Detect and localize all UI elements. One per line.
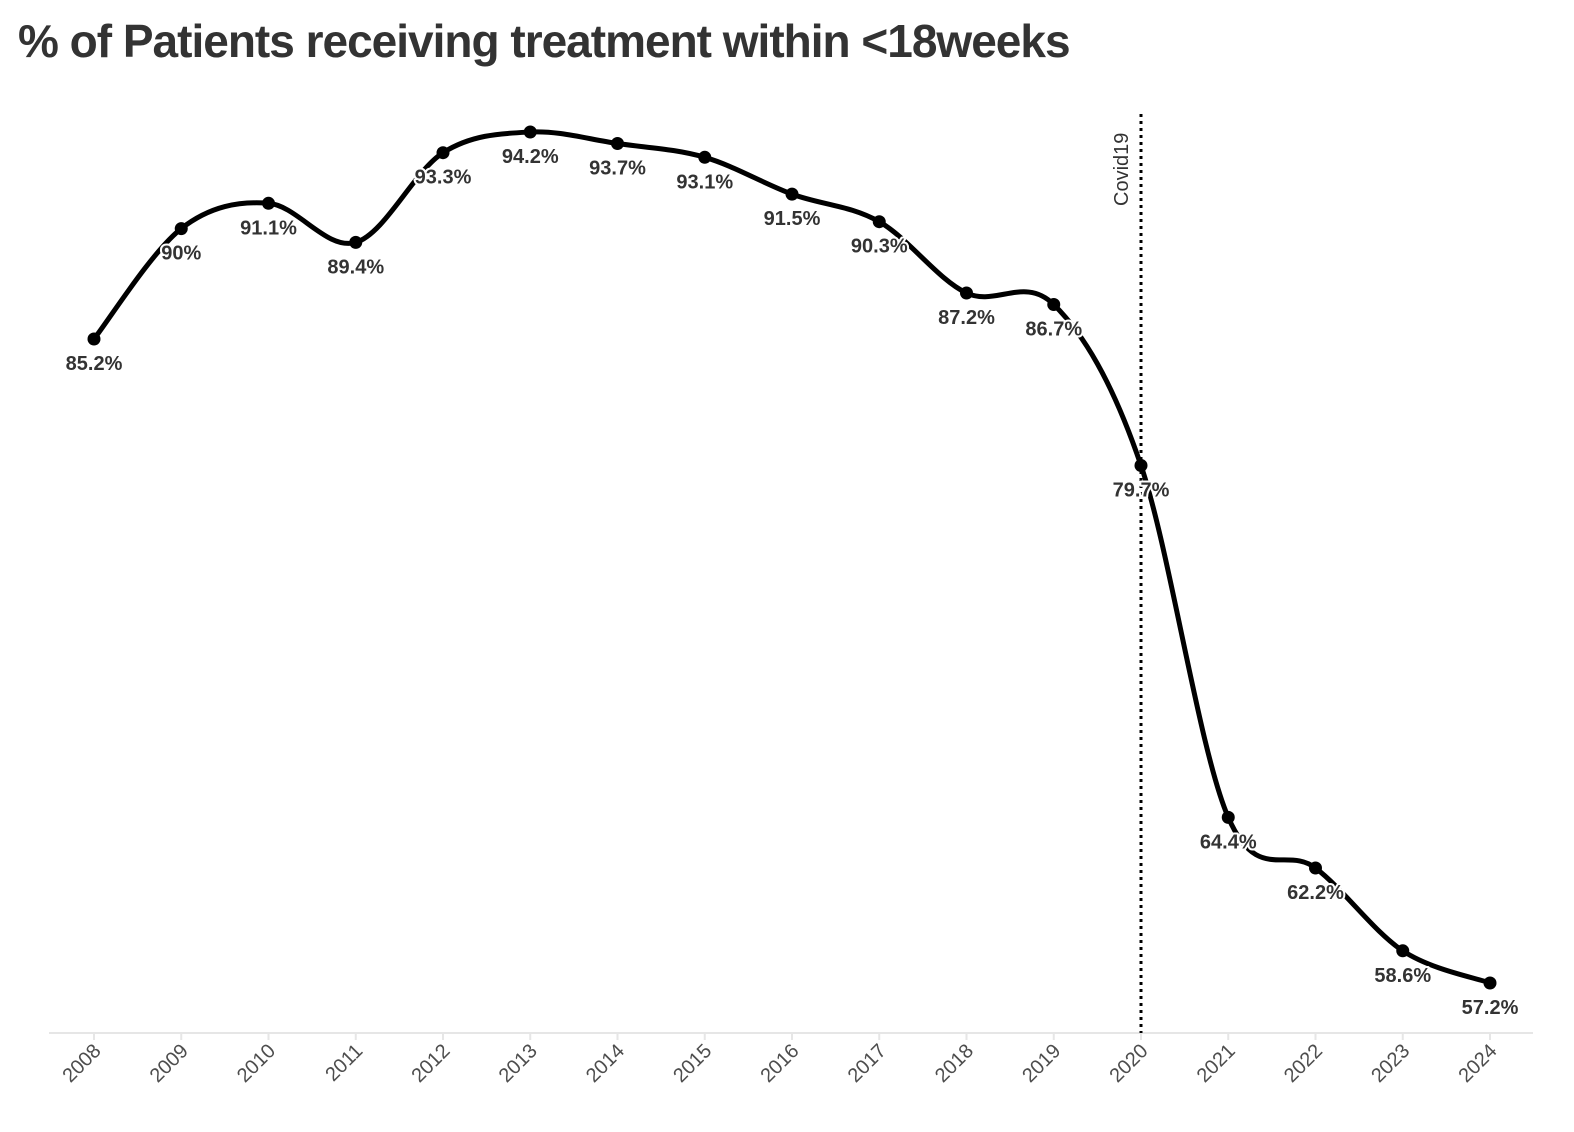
x-tick-label: 2020 (1106, 1040, 1153, 1087)
data-point (436, 146, 450, 160)
data-point (1396, 944, 1410, 958)
x-tick-label: 2023 (1367, 1040, 1414, 1087)
data-point (785, 187, 799, 201)
x-tick-label: 2009 (146, 1040, 193, 1087)
x-tick-label: 2022 (1280, 1040, 1327, 1087)
x-tick-label: 2024 (1455, 1040, 1502, 1087)
data-point (1221, 810, 1235, 824)
data-label: 85.2% (66, 353, 123, 375)
data-label: 58.6% (1374, 965, 1431, 987)
x-tick-label: 2012 (408, 1040, 455, 1087)
x-tick-label: 2011 (321, 1040, 367, 1086)
data-points (87, 125, 1497, 990)
data-labels: 85.2% 90% 91.1% 89.4% 93.3% 94.2% 93.7% 93.1% 91… (64, 144, 1521, 1021)
data-label: 87.2% (938, 307, 995, 329)
data-point (523, 125, 537, 139)
data-label: 91.5% (764, 208, 821, 230)
data-point (1047, 298, 1061, 311)
data-point (349, 235, 363, 249)
data-label: 64.4% (1200, 831, 1257, 853)
chart-title: % of Patients receiving treatment within… (18, 15, 1071, 67)
x-tick-label: 2010 (233, 1040, 280, 1087)
data-label: 91.1% (240, 217, 297, 239)
series-line-group (91, 129, 1493, 986)
data-point (174, 222, 188, 236)
x-tick-label: 2019 (1018, 1040, 1065, 1087)
data-point (611, 137, 624, 150)
x-tick-label: 2017 (844, 1040, 891, 1087)
data-point (698, 150, 712, 164)
x-tick-label: 2008 (59, 1040, 106, 1087)
data-label: 62.2% (1287, 882, 1344, 904)
data-label: 93.7% (589, 158, 646, 180)
data-label: 79.7% (1113, 480, 1170, 502)
x-axis: 2008 2009 2010 2011 2012 2013 2014 2015 2016 2017… (49, 1032, 1533, 1087)
annotations: Covid19 (1111, 114, 1143, 1033)
data-label: 94.2% (502, 146, 559, 168)
data-label: 86.7% (1025, 319, 1082, 341)
x-tick-label: 2016 (757, 1040, 804, 1087)
data-label: 93.3% (415, 167, 472, 189)
x-tick-label: 2014 (582, 1040, 629, 1087)
data-label: 90.3% (851, 236, 908, 258)
data-point (262, 196, 275, 210)
series-line (91, 129, 1493, 986)
data-point (1134, 459, 1148, 472)
data-point (87, 332, 101, 346)
data-point (1309, 861, 1322, 875)
x-tick-label: 2021 (1193, 1040, 1240, 1087)
data-point (1483, 976, 1497, 990)
x-tick-label: 2015 (669, 1040, 716, 1087)
x-tick-label: 2013 (495, 1040, 542, 1087)
covid19-label: Covid19 (1111, 133, 1133, 206)
x-tick-label: 2018 (931, 1040, 978, 1087)
data-label: 93.1% (676, 171, 733, 193)
data-label: 89.4% (327, 256, 384, 278)
data-label: 90% (161, 243, 201, 265)
data-point (960, 286, 973, 300)
data-point (872, 215, 886, 229)
data-label: 57.2% (1462, 997, 1519, 1019)
